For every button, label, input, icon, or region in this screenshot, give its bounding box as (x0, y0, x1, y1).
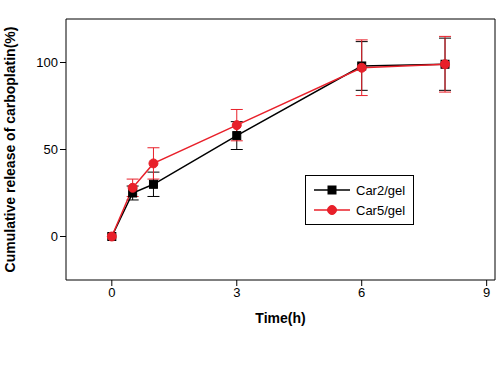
svg-text:Cumulative release of carbopla: Cumulative release of carboplatin(%) (8, 27, 18, 273)
svg-text:6: 6 (358, 285, 365, 300)
html-text:Car5/gel: Car5/gel (356, 202, 406, 218)
html-text:Car2/gel: Car2/gel (356, 182, 406, 198)
svg-text:0: 0 (51, 229, 58, 244)
svg-text:0: 0 (108, 285, 115, 300)
svg-text:Time(h): Time(h) (255, 310, 305, 326)
svg-text:100: 100 (36, 55, 58, 70)
svg-text:3: 3 (233, 285, 240, 300)
svg-text:50: 50 (44, 142, 58, 157)
svg-text:9: 9 (483, 285, 490, 300)
